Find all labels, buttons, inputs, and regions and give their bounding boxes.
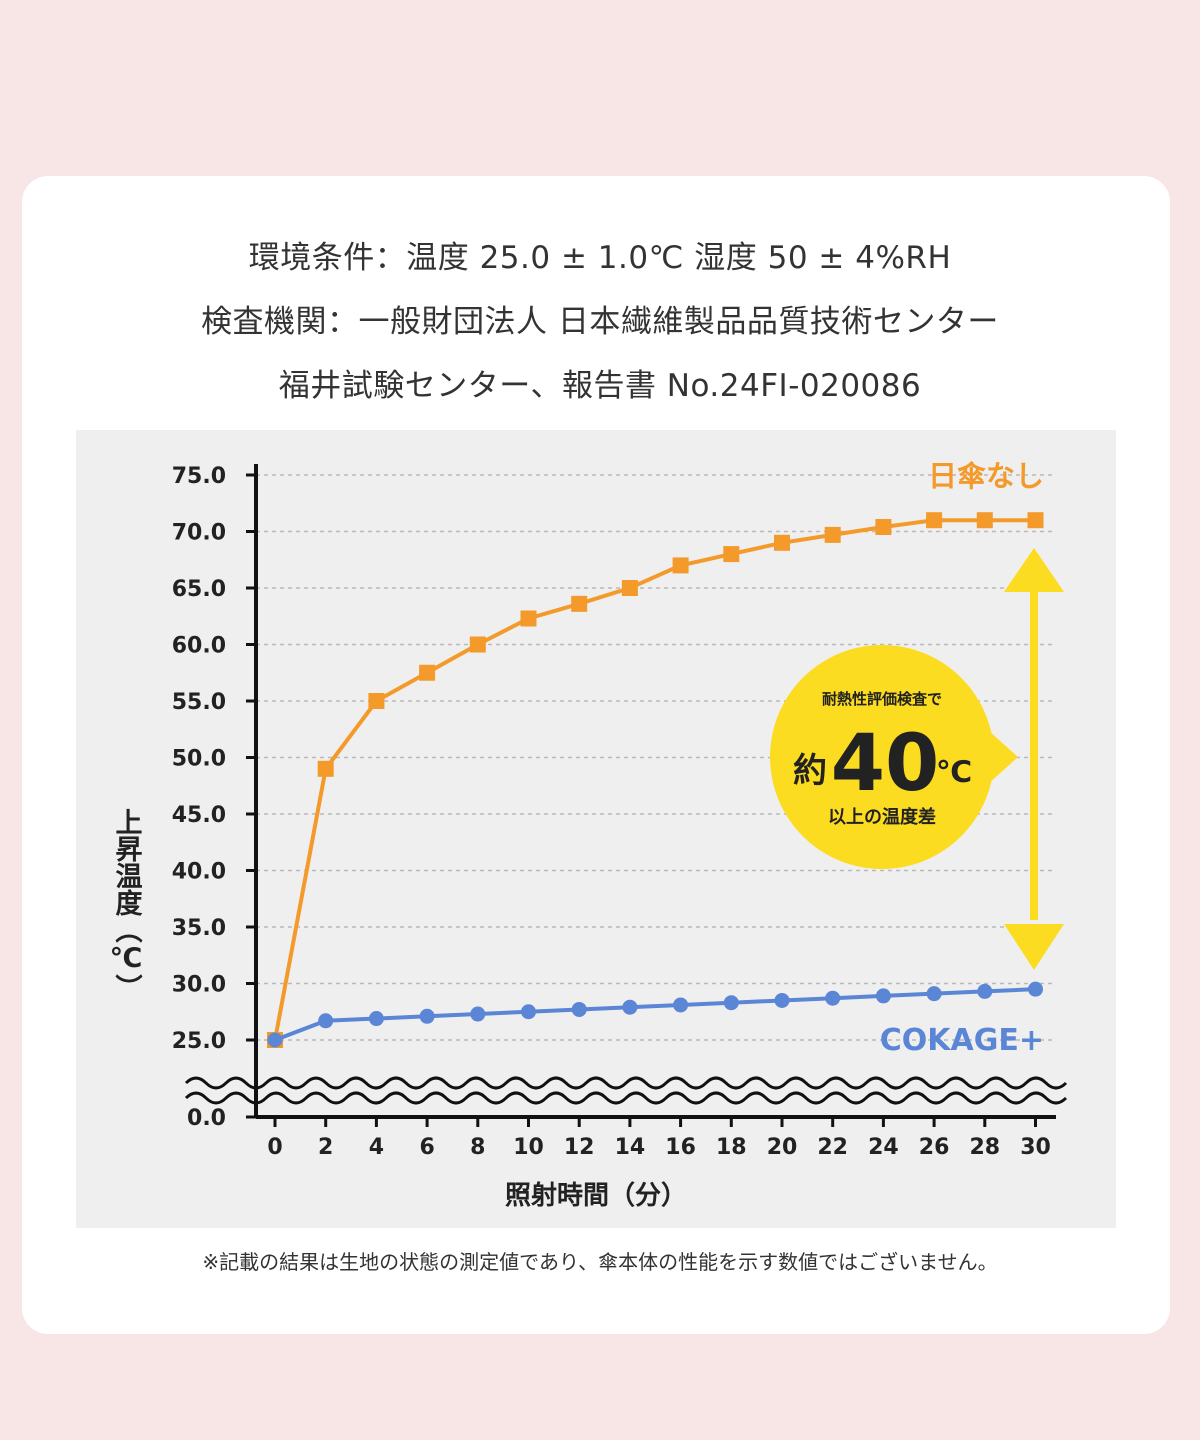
badge-unit: ℃ (936, 755, 972, 790)
data-point (318, 1013, 334, 1029)
x-tick-label: 0 (267, 1135, 282, 1160)
x-tick-label: 2 (318, 1135, 333, 1160)
data-point (875, 988, 891, 1004)
x-tick-label: 26 (919, 1135, 950, 1160)
x-tick-label: 24 (868, 1135, 899, 1160)
data-point (976, 512, 993, 529)
x-tick-label: 14 (615, 1135, 646, 1160)
data-point (317, 760, 334, 777)
badge-bottom-text: 以上の温度差 (828, 806, 936, 828)
x-tick-label: 20 (767, 1135, 798, 1160)
data-point (774, 992, 790, 1008)
data-point (368, 1011, 384, 1027)
data-point (571, 1001, 587, 1017)
x-tick-label: 6 (419, 1135, 434, 1160)
data-point (672, 557, 689, 574)
data-point (977, 983, 993, 999)
data-point (368, 693, 385, 709)
badge-top-text: 耐熱性評価検査で (822, 690, 942, 708)
y-tick-label: 40.0 (172, 860, 226, 885)
axis-break-wave (184, 1076, 1068, 1105)
data-point (673, 997, 689, 1013)
y-tick-label: 0.0 (187, 1106, 226, 1131)
data-point (469, 636, 486, 653)
x-tick-label: 30 (1020, 1135, 1051, 1160)
badge-prefix: 約 (793, 751, 827, 791)
data-point (520, 610, 537, 627)
series-0 (267, 512, 1044, 1048)
x-tick-label: 22 (817, 1135, 848, 1160)
y-tick-label: 25.0 (172, 1029, 226, 1054)
y-tick-labels: 0.0 25.0 30.0 35.0 40.0 45.0 50.0 55.0 60.0 65.0 7… (172, 464, 226, 1131)
data-point (875, 518, 892, 535)
y-tick-label: 70.0 (172, 521, 226, 546)
x-tick-label: 16 (665, 1135, 696, 1160)
data-point (419, 1008, 435, 1024)
chart-panel: 0.0 25.0 30.0 35.0 40.0 45.0 50.0 55.0 60.0 65.0 7… (76, 430, 1116, 1228)
y-tick-label: 30.0 (172, 973, 226, 998)
data-point (622, 999, 638, 1015)
series-line (273, 518, 1036, 1041)
y-tick-label: 75.0 (172, 464, 226, 489)
test-conditions-text: 環境条件：温度 25.0 ± 1.0℃ 湿度 50 ± 4%RH (248, 240, 952, 276)
x-tick-label: 8 (470, 1135, 485, 1160)
series-line (274, 987, 1036, 1042)
data-point (571, 595, 588, 612)
data-point (926, 986, 942, 1002)
chart-axes (246, 464, 1056, 1127)
data-point (723, 995, 739, 1011)
y-tick-label: 65.0 (172, 577, 226, 602)
data-point (419, 664, 436, 681)
badge-number: 40 (831, 719, 940, 809)
y-tick-label: 50.0 (172, 747, 226, 772)
temperature-chart: 0.0 25.0 30.0 35.0 40.0 45.0 50.0 55.0 60.0 65.0 7… (111, 459, 1068, 1211)
y-tick-label: 45.0 (172, 803, 226, 828)
disclaimer-footnote: ※記載の結果は生地の状態の測定値であり、傘本体の性能を示す数値ではございません。 (202, 1250, 998, 1274)
data-point (1028, 981, 1043, 997)
series-label-cokage: COKAGE+ (880, 1023, 1044, 1058)
difference-arrow (1004, 548, 1064, 970)
temperature-difference-badge: 耐熱性評価検査で 約 40 ℃ 以上の温度差 (770, 645, 1018, 869)
x-tick-label: 18 (716, 1135, 747, 1160)
y-tick-label: 55.0 (172, 690, 226, 715)
chart-series (267, 512, 1044, 1048)
data-point (1027, 512, 1044, 529)
data-point (470, 1006, 486, 1022)
testing-institution-text: 検査機関：一般財団法人 日本繊維製品品質技術センター (201, 304, 999, 340)
series-label-no-umbrella: 日傘なし (928, 459, 1044, 493)
y-axis-title: 上昇温度（℃） (111, 808, 143, 1001)
data-point (723, 546, 740, 563)
report-number-text: 福井試験センター、報告書 No.24FI-020086 (278, 368, 922, 404)
data-point (521, 1004, 536, 1020)
x-tick-label: 12 (564, 1135, 595, 1160)
x-tick-label: 28 (969, 1135, 1000, 1160)
y-tick-label: 60.0 (172, 634, 226, 659)
x-tick-label: 10 (513, 1135, 544, 1160)
axis-break-line-upper (184, 1076, 1068, 1090)
x-tick-label: 4 (369, 1135, 384, 1160)
series-1 (267, 981, 1043, 1048)
y-tick-label: 35.0 (172, 916, 226, 941)
data-point (267, 1032, 283, 1048)
data-point (824, 526, 841, 543)
axis-break-line-lower (184, 1091, 1068, 1105)
data-point (621, 580, 638, 596)
x-axis-title: 照射時間（分） (505, 1181, 687, 1211)
data-point (926, 512, 943, 529)
x-tick-labels: 0 2 4 6 8 10 12 14 16 18 20 22 24 26 28 30 (267, 1135, 1050, 1160)
data-point (825, 990, 841, 1006)
data-point (774, 534, 790, 551)
